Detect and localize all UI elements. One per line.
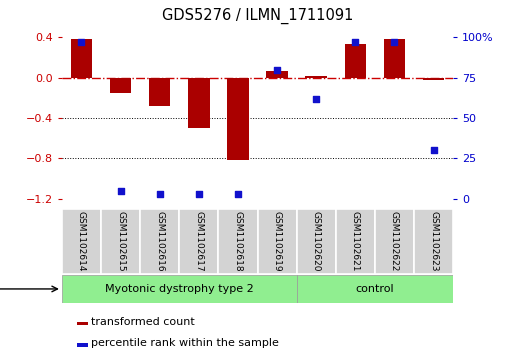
Title: GDS5276 / ILMN_1711091: GDS5276 / ILMN_1711091 (162, 8, 353, 24)
Point (116, 188, 125, 193)
Point (430, 147, 438, 153)
Bar (110, 78, 131, 93)
Text: GSM1102615: GSM1102615 (116, 211, 125, 272)
FancyBboxPatch shape (62, 209, 101, 274)
FancyBboxPatch shape (375, 209, 414, 274)
Text: GSM1102617: GSM1102617 (194, 211, 203, 272)
Text: GSM1102618: GSM1102618 (233, 211, 243, 272)
Point (390, 39, 399, 45)
FancyBboxPatch shape (101, 209, 140, 274)
Bar (188, 78, 210, 128)
Point (351, 39, 359, 45)
FancyBboxPatch shape (140, 209, 179, 274)
FancyBboxPatch shape (336, 209, 375, 274)
Text: GSM1102620: GSM1102620 (312, 211, 321, 272)
FancyBboxPatch shape (297, 209, 336, 274)
Bar (149, 78, 170, 106)
Text: GSM1102623: GSM1102623 (429, 211, 438, 272)
FancyBboxPatch shape (258, 209, 297, 274)
Bar (71, 39, 92, 78)
Text: GSM1102619: GSM1102619 (272, 211, 282, 272)
Bar (227, 78, 249, 160)
Text: GSM1102614: GSM1102614 (77, 211, 86, 272)
FancyBboxPatch shape (179, 209, 218, 274)
Bar (77, 322, 88, 325)
Bar (77, 343, 88, 347)
Point (156, 191, 164, 197)
Bar (345, 44, 366, 78)
Text: control: control (355, 284, 394, 294)
Bar (384, 39, 405, 78)
Text: GSM1102616: GSM1102616 (155, 211, 164, 272)
Point (312, 96, 320, 102)
FancyBboxPatch shape (218, 209, 258, 274)
Bar (423, 78, 444, 79)
Text: transformed count: transformed count (91, 317, 195, 327)
Bar (266, 70, 288, 78)
Point (77, 39, 85, 45)
Text: Myotonic dystrophy type 2: Myotonic dystrophy type 2 (105, 284, 253, 294)
Point (234, 191, 242, 197)
Point (195, 191, 203, 197)
Bar (305, 76, 327, 78)
Text: disease state: disease state (0, 284, 58, 294)
FancyBboxPatch shape (297, 276, 453, 302)
Point (273, 67, 281, 73)
FancyBboxPatch shape (414, 209, 453, 274)
Text: percentile rank within the sample: percentile rank within the sample (91, 338, 279, 348)
Text: GSM1102621: GSM1102621 (351, 211, 360, 272)
Text: GSM1102622: GSM1102622 (390, 211, 399, 272)
FancyBboxPatch shape (62, 276, 297, 302)
